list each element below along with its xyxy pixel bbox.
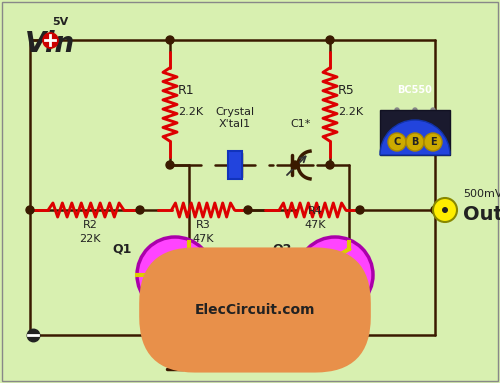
Circle shape (356, 206, 364, 214)
Bar (380, 110, 450, 155)
Text: 500mVpp: 500mVpp (463, 189, 500, 199)
Circle shape (166, 36, 174, 44)
Text: ElecCircuit.com: ElecCircuit.com (195, 303, 316, 317)
Text: R3: R3 (196, 220, 210, 230)
Text: C1*: C1* (290, 119, 310, 129)
Text: Q2: Q2 (272, 242, 292, 255)
Circle shape (326, 161, 334, 169)
Text: E: E (430, 137, 436, 147)
Text: 22K: 22K (79, 234, 101, 244)
Circle shape (433, 198, 457, 222)
Text: 47K: 47K (192, 234, 214, 244)
Circle shape (424, 133, 442, 151)
Text: Vin: Vin (25, 30, 75, 58)
Text: 2.2K: 2.2K (338, 107, 363, 117)
Bar (228, 151, 242, 179)
Circle shape (136, 206, 144, 214)
Text: R2: R2 (82, 220, 98, 230)
Text: 47K: 47K (304, 220, 326, 230)
Circle shape (345, 331, 353, 339)
Circle shape (244, 206, 252, 214)
Circle shape (137, 237, 213, 313)
Text: R1: R1 (178, 83, 194, 97)
Text: B: B (412, 137, 418, 147)
Text: BC550: BC550 (398, 85, 432, 95)
Circle shape (406, 133, 424, 151)
Text: C: C (394, 137, 400, 147)
Text: 5V: 5V (52, 17, 68, 27)
Circle shape (442, 207, 448, 213)
Text: Output: Output (463, 205, 500, 224)
Circle shape (185, 331, 193, 339)
Text: Q1: Q1 (112, 242, 132, 255)
Text: R4: R4 (308, 206, 322, 216)
Circle shape (388, 133, 406, 151)
Text: BC550: BC550 (317, 311, 353, 321)
Circle shape (26, 206, 34, 214)
Circle shape (431, 206, 439, 214)
Circle shape (297, 237, 373, 313)
Wedge shape (380, 120, 450, 155)
Text: 2.2K: 2.2K (178, 107, 203, 117)
Circle shape (291, 161, 299, 169)
Circle shape (166, 161, 174, 169)
Text: R5: R5 (338, 83, 355, 97)
Circle shape (326, 36, 334, 44)
Text: X'tal1: X'tal1 (219, 119, 251, 129)
Text: Crystal: Crystal (216, 107, 254, 117)
Text: BC550: BC550 (157, 311, 193, 321)
